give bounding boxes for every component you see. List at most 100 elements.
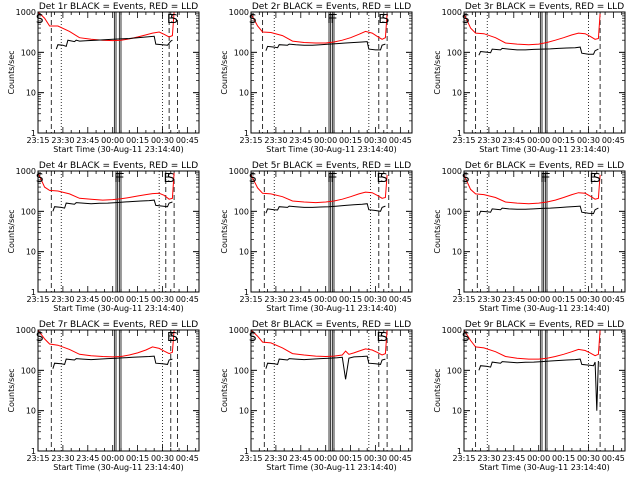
x-tick-label: 23:15 bbox=[452, 295, 475, 304]
event-lines bbox=[263, 330, 388, 451]
lld-series-line bbox=[38, 330, 175, 358]
x-tick-label: 00:00 bbox=[527, 136, 550, 145]
series-group bbox=[38, 330, 175, 369]
x-tick-label: 00:30 bbox=[577, 136, 600, 145]
plot-frame bbox=[463, 170, 626, 293]
y-tick-label: 1000 bbox=[16, 8, 36, 17]
event-flag-letter: F bbox=[327, 171, 334, 185]
panel-title: Det 6r BLACK = Events, RED = LLD bbox=[465, 161, 624, 171]
y-axis-label: Counts/sec bbox=[433, 50, 442, 94]
event-lines bbox=[476, 171, 603, 292]
x-axis-label: Start Time (30-Aug-11 23:14:40) bbox=[479, 145, 610, 154]
x-axis-label: Start Time (30-Aug-11 23:14:40) bbox=[266, 463, 397, 472]
panel-title: Det 2r BLACK = Events, RED = LLD bbox=[252, 2, 411, 12]
x-tick-label: 23:15 bbox=[239, 136, 262, 145]
x-axis-label: Start Time (30-Aug-11 23:14:40) bbox=[266, 145, 397, 154]
event-lines bbox=[50, 330, 178, 451]
y-tick-label: 1 bbox=[244, 288, 249, 297]
x-tick-label: 00:45 bbox=[176, 295, 199, 304]
x-tick-label: 23:45 bbox=[289, 295, 312, 304]
event-flag-letter: F bbox=[118, 171, 125, 185]
x-tick-label: 23:45 bbox=[502, 136, 525, 145]
lld-series-line bbox=[38, 12, 175, 42]
panel-title: Det 9r BLACK = Events, RED = LLD bbox=[465, 320, 624, 330]
y-tick-label: 10 bbox=[239, 407, 249, 416]
x-tick-label: 00:00 bbox=[314, 295, 337, 304]
panel-3: Det 3r BLACK = Events, RED = LLD 1 10 100 10… bbox=[433, 2, 626, 154]
x-tick-label: 00:45 bbox=[602, 295, 625, 304]
x-tick-label: 23:45 bbox=[502, 295, 525, 304]
x-tick-label: 23:15 bbox=[239, 454, 262, 463]
event-flag-letter: S bbox=[593, 171, 601, 185]
panel-title: Det 3r BLACK = Events, RED = LLD bbox=[465, 2, 624, 12]
event-lines bbox=[50, 12, 178, 133]
panel-7: Det 7r BLACK = Events, RED = LLD 1 10 100 10… bbox=[7, 320, 200, 472]
y-tick-label: 1000 bbox=[229, 326, 249, 335]
plot-frame bbox=[463, 329, 626, 452]
x-tick-label: 23:30 bbox=[51, 454, 74, 463]
y-tick-label: 100 bbox=[21, 366, 36, 375]
y-tick-label: 1 bbox=[31, 288, 36, 297]
x-tick-label: 00:30 bbox=[151, 136, 174, 145]
y-tick-label: 1000 bbox=[16, 326, 36, 335]
x-tick-label: 23:15 bbox=[26, 295, 49, 304]
lld-series-line bbox=[251, 330, 388, 358]
event-flag-letter: E bbox=[377, 171, 385, 185]
y-tick-label: 1 bbox=[244, 129, 249, 138]
x-tick-label: 00:00 bbox=[314, 136, 337, 145]
y-tick-label: 100 bbox=[21, 207, 36, 216]
panel-2: Det 2r BLACK = Events, RED = LLD 1 10 100 10… bbox=[220, 2, 413, 154]
event-flag-letter: E bbox=[378, 12, 386, 26]
plot-frame bbox=[37, 11, 200, 134]
x-tick-label: 00:45 bbox=[389, 454, 412, 463]
x-tick-label: 00:00 bbox=[101, 136, 124, 145]
y-tick-label: 10 bbox=[26, 89, 36, 98]
y-axis-label: Counts/sec bbox=[220, 368, 229, 412]
panel-9: Det 9r BLACK = Events, RED = LLD 1 10 100 10… bbox=[433, 320, 626, 472]
panel-title: Det 4r BLACK = Events, RED = LLD bbox=[39, 161, 198, 171]
x-tick-label: 23:30 bbox=[51, 295, 74, 304]
y-tick-label: 1 bbox=[31, 129, 36, 138]
events-series-line bbox=[478, 205, 599, 216]
y-tick-label: 10 bbox=[239, 248, 249, 257]
event-flag-letter: S bbox=[170, 330, 178, 344]
event-flag-letter: S bbox=[462, 330, 470, 344]
x-tick-label: 00:15 bbox=[552, 454, 575, 463]
x-tick-label: 23:45 bbox=[289, 136, 312, 145]
event-flag-letter: S bbox=[249, 171, 257, 185]
x-tick-label: 00:15 bbox=[126, 454, 149, 463]
x-tick-label: 23:15 bbox=[239, 295, 262, 304]
panel-5: Det 5r BLACK = Events, RED = LLD 1 10 100 10… bbox=[220, 161, 413, 313]
x-tick-label: 23:15 bbox=[26, 454, 49, 463]
event-flag-letter: E bbox=[590, 171, 598, 185]
events-series-line bbox=[265, 203, 386, 214]
x-tick-label: 00:15 bbox=[552, 136, 575, 145]
event-flag-letter: S bbox=[380, 330, 388, 344]
y-tick-label: 10 bbox=[26, 248, 36, 257]
plot-frame bbox=[463, 11, 626, 134]
panel-title: Det 1r BLACK = Events, RED = LLD bbox=[39, 2, 198, 12]
x-tick-label: 00:45 bbox=[602, 136, 625, 145]
y-tick-label: 100 bbox=[234, 366, 249, 375]
y-tick-label: 1000 bbox=[442, 8, 462, 17]
y-tick-label: 1 bbox=[31, 447, 36, 456]
x-axis-label: Start Time (30-Aug-11 23:14:40) bbox=[53, 145, 184, 154]
event-flag-letter: E bbox=[167, 330, 175, 344]
y-axis-label: Counts/sec bbox=[433, 368, 442, 412]
event-flag-letter: S bbox=[167, 171, 175, 185]
lld-series-line bbox=[464, 174, 601, 205]
panel-4: Det 4r BLACK = Events, RED = LLD 1 10 100 10… bbox=[7, 161, 200, 313]
plot-frame bbox=[250, 170, 413, 293]
x-tick-label: 00:15 bbox=[339, 454, 362, 463]
y-tick-label: 1000 bbox=[442, 167, 462, 176]
y-tick-label: 100 bbox=[447, 48, 462, 57]
x-tick-label: 23:30 bbox=[477, 136, 500, 145]
x-tick-label: 00:15 bbox=[126, 295, 149, 304]
x-tick-label: 23:30 bbox=[51, 136, 74, 145]
series-group bbox=[38, 12, 175, 50]
x-axis-label: Start Time (30-Aug-11 23:14:40) bbox=[479, 463, 610, 472]
events-series-line bbox=[52, 199, 173, 212]
event-flag-letter: S bbox=[36, 171, 44, 185]
x-axis-label: Start Time (30-Aug-11 23:14:40) bbox=[53, 304, 184, 313]
